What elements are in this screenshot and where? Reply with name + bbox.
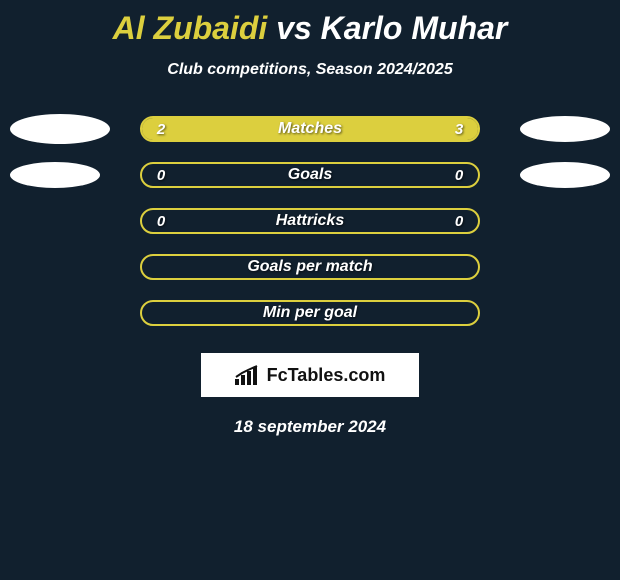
stat-label: Min per goal <box>142 302 478 324</box>
right-ellipse <box>520 162 610 188</box>
logo-text: FcTables.com <box>267 365 386 386</box>
date-text: 18 september 2024 <box>0 417 620 437</box>
logo-box: FcTables.com <box>201 353 419 397</box>
subtitle: Club competitions, Season 2024/2025 <box>0 61 620 79</box>
stat-label: Matches <box>142 118 478 140</box>
stat-label: Goals <box>142 164 478 186</box>
left-ellipse <box>10 114 110 144</box>
player1-name: Al Zubaidi <box>113 10 268 46</box>
stat-label: Hattricks <box>142 210 478 232</box>
left-ellipse <box>10 162 100 188</box>
stat-bar: 00Hattricks <box>140 208 480 234</box>
stat-bar: Goals per match <box>140 254 480 280</box>
chart-icon <box>235 365 261 385</box>
stat-row: 00Goals <box>0 155 620 195</box>
vs-text: vs <box>276 10 312 46</box>
stat-row: Min per goal <box>0 293 620 333</box>
stat-row: Goals per match <box>0 247 620 287</box>
player2-name: Karlo Muhar <box>321 10 508 46</box>
stat-row: 00Hattricks <box>0 201 620 241</box>
stat-rows: 23Matches 00Goals 00Hattricks Goals per mat… <box>0 109 620 333</box>
page-title: Al Zubaidi vs Karlo Muhar <box>0 0 620 47</box>
stat-row: 23Matches <box>0 109 620 149</box>
stat-label: Goals per match <box>142 256 478 278</box>
right-ellipse <box>520 116 610 142</box>
stat-bar: 23Matches <box>140 116 480 142</box>
stat-bar: Min per goal <box>140 300 480 326</box>
stat-bar: 00Goals <box>140 162 480 188</box>
